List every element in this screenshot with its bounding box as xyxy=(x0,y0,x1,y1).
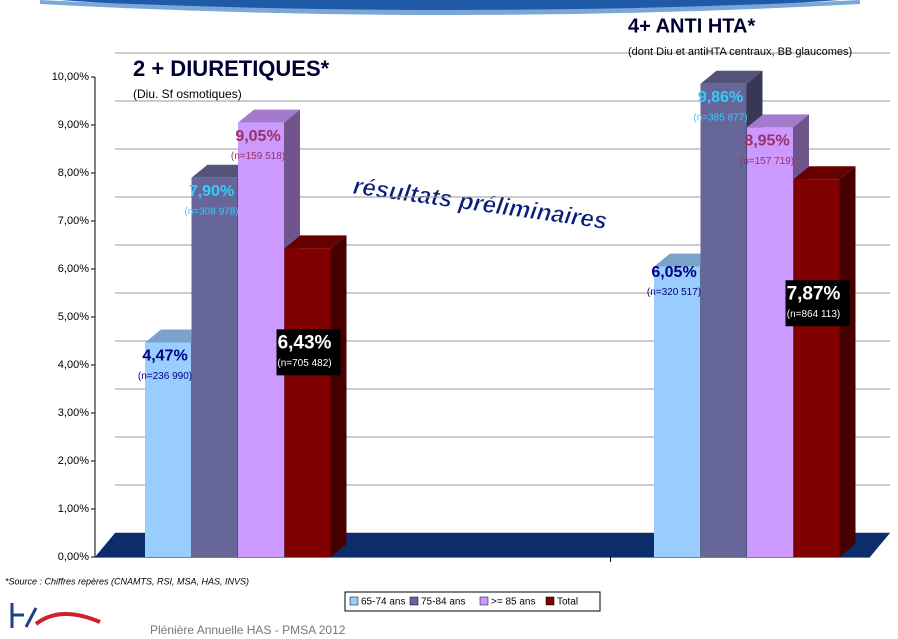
value-label: 9,05% xyxy=(235,128,280,145)
value-label: 6,05% xyxy=(651,264,696,281)
legend-label: >= 85 ans xyxy=(491,597,535,608)
label-box xyxy=(276,329,341,376)
y-tick-label: 4,00% xyxy=(58,359,89,371)
bar-top xyxy=(793,166,856,180)
count-label: (n=157 719) xyxy=(740,156,794,167)
header-band-light xyxy=(40,0,860,15)
legend-label: Total xyxy=(557,597,578,608)
bar xyxy=(747,127,793,558)
bar xyxy=(700,83,747,557)
annotation: résultats préliminaires xyxy=(351,173,608,235)
y-tick-label: 0,00% xyxy=(58,551,89,563)
value-label: 9,86% xyxy=(698,89,743,106)
count-label: (n=864 113) xyxy=(787,309,840,320)
group-title: 2 + DIURETIQUES* xyxy=(133,56,330,81)
legend-label: 75-84 ans xyxy=(421,597,465,608)
bar xyxy=(191,177,238,558)
value-label: 6,43% xyxy=(278,332,332,353)
y-tick-label: 9,00% xyxy=(58,119,89,131)
legend-swatch xyxy=(349,596,359,606)
count-label: (n=159 518) xyxy=(231,151,285,162)
count-label: (n=385 877) xyxy=(693,112,747,123)
y-tick-label: 2,00% xyxy=(58,455,89,467)
group-title: 4+ ANTI HTA* xyxy=(628,15,755,37)
legend-box xyxy=(344,591,601,612)
value-label: 8,95% xyxy=(744,133,789,150)
y-tick-label: 3,00% xyxy=(58,407,89,419)
group-subtitle: (Diu. Sf osmotiques) xyxy=(133,87,242,101)
y-tick-label: 8,00% xyxy=(58,167,89,179)
y-tick-label: 10,00% xyxy=(52,71,90,83)
bar xyxy=(284,248,331,558)
bar xyxy=(238,122,284,557)
y-tick-label: 1,00% xyxy=(58,503,89,515)
value-label: 4,47% xyxy=(142,348,187,365)
legend-swatch xyxy=(409,596,419,606)
count-label: (n=236 990) xyxy=(138,371,192,382)
group-subtitle: (dont Diu et antiHTA centraux, BB glauco… xyxy=(628,46,852,58)
count-label: (n=320 517) xyxy=(647,287,701,298)
y-tick-label: 6,00% xyxy=(58,263,89,275)
bar-side xyxy=(839,166,856,558)
bar-top xyxy=(284,235,347,249)
value-label: 7,90% xyxy=(189,183,234,200)
legend-swatch xyxy=(479,596,489,606)
bar-top xyxy=(747,114,809,128)
bar xyxy=(654,266,700,557)
bar-top xyxy=(238,109,300,123)
source-note: *Source : Chiffres repères (CNAMTS, RSI,… xyxy=(5,576,249,586)
bar-side xyxy=(330,235,347,558)
label-box xyxy=(785,280,850,327)
y-tick-label: 5,00% xyxy=(58,311,89,323)
bar xyxy=(145,342,191,557)
legend: 65-74 ans 75-84 ans >= 85 ans Total xyxy=(344,591,601,612)
legend-label: 65-74 ans xyxy=(361,597,405,608)
count-label: (n=308 978) xyxy=(184,206,238,217)
bar xyxy=(793,179,840,558)
logo xyxy=(10,603,101,628)
y-tick-label: 7,00% xyxy=(58,215,89,227)
legend-swatch xyxy=(545,596,555,606)
bar-top xyxy=(700,70,763,84)
count-label: (n=705 482) xyxy=(277,358,331,369)
footer: Plénière Annuelle HAS - PMSA 2012 xyxy=(150,623,346,637)
value-label: 7,87% xyxy=(787,283,841,304)
